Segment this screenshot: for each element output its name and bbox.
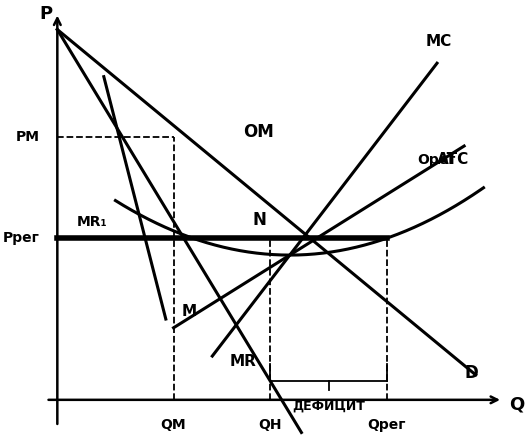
Text: D: D — [464, 364, 478, 382]
Text: M: M — [181, 303, 196, 319]
Text: PМ: PМ — [16, 130, 40, 144]
Text: QН: QН — [259, 418, 282, 432]
Text: ДЕФИЦИТ: ДЕФИЦИТ — [292, 400, 365, 413]
Text: N: N — [253, 211, 267, 229]
Text: MR₁: MR₁ — [77, 215, 107, 229]
Text: P: P — [39, 5, 52, 23]
Text: MR: MR — [230, 354, 257, 369]
Text: ATC: ATC — [437, 152, 469, 167]
Text: Oрег: Oрег — [418, 153, 456, 167]
Text: Qрег: Qрег — [367, 418, 406, 432]
Text: QМ: QМ — [161, 418, 186, 432]
Text: Q: Q — [509, 396, 524, 414]
Text: OМ: OМ — [244, 123, 274, 141]
Text: Pрег: Pрег — [3, 231, 40, 245]
Text: MC: MC — [426, 35, 452, 49]
